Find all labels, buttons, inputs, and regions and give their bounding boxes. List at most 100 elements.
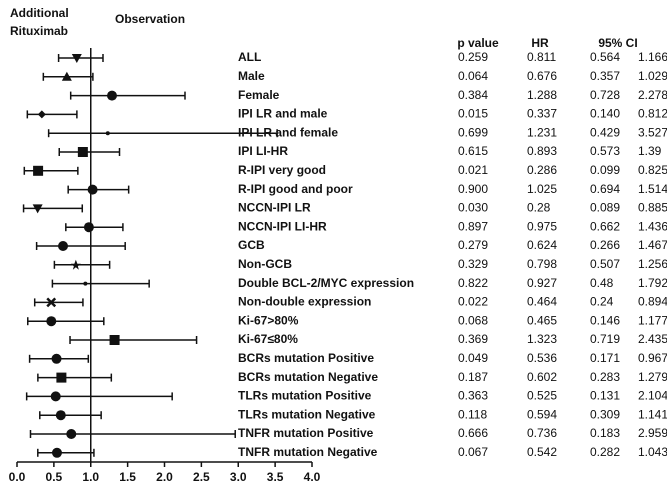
ci-lower: 0.131 bbox=[590, 389, 620, 403]
ci-lower: 0.140 bbox=[590, 107, 620, 121]
ci-lower: 0.171 bbox=[590, 351, 620, 365]
hr-point bbox=[105, 131, 110, 136]
hr-point bbox=[70, 259, 81, 270]
p-value: 0.187 bbox=[458, 370, 488, 384]
ci-lower: 0.728 bbox=[590, 88, 620, 102]
x-tick-label: 2.5 bbox=[193, 470, 210, 484]
p-value: 0.049 bbox=[458, 351, 488, 365]
row-label: BCRs mutation Negative bbox=[238, 370, 378, 384]
hr-value: 0.927 bbox=[527, 276, 557, 290]
hr-value: 0.337 bbox=[527, 107, 557, 121]
ci-upper: 2.959 bbox=[638, 426, 667, 440]
column-header: HR bbox=[531, 36, 549, 50]
hr-point bbox=[71, 54, 82, 63]
hr-point bbox=[37, 110, 46, 119]
ci-lower: 0.266 bbox=[590, 238, 620, 252]
hr-value: 0.28 bbox=[527, 201, 551, 215]
row-label: GCB bbox=[238, 238, 265, 252]
hr-point bbox=[33, 165, 44, 176]
ci-upper: 1.792 bbox=[638, 276, 667, 290]
hr-value: 0.798 bbox=[527, 257, 557, 271]
row-label: Female bbox=[238, 88, 280, 102]
ci-lower: 0.573 bbox=[590, 144, 620, 158]
ci-lower: 0.662 bbox=[590, 219, 620, 233]
ci-upper: 0.894 bbox=[638, 295, 667, 309]
hr-value: 0.525 bbox=[527, 389, 557, 403]
row-label: Ki-67≤80% bbox=[238, 332, 298, 346]
p-value: 0.068 bbox=[458, 313, 488, 327]
header-right: Observation bbox=[115, 12, 185, 26]
ci-upper: 1.166 bbox=[638, 50, 667, 64]
hr-value: 0.893 bbox=[527, 144, 557, 158]
p-value: 0.259 bbox=[458, 50, 488, 64]
p-value: 0.666 bbox=[458, 426, 488, 440]
ci-upper: 0.967 bbox=[638, 351, 667, 365]
hr-value: 0.602 bbox=[527, 370, 557, 384]
ci-lower: 0.183 bbox=[590, 426, 620, 440]
row-label: IPI LR and female bbox=[238, 125, 338, 139]
p-value: 0.615 bbox=[458, 144, 488, 158]
p-value: 0.118 bbox=[458, 407, 487, 421]
hr-value: 0.975 bbox=[527, 219, 557, 233]
ci-upper: 2.104 bbox=[638, 389, 667, 403]
hr-point bbox=[106, 90, 117, 101]
row-label: Ki-67>80% bbox=[238, 313, 299, 327]
ci-upper: 1.436 bbox=[638, 219, 667, 233]
p-value: 0.384 bbox=[458, 88, 488, 102]
p-value: 0.021 bbox=[458, 163, 488, 177]
ci-upper: 1.467 bbox=[638, 238, 667, 252]
row-label: IPI LR and male bbox=[238, 107, 328, 121]
row-label: Non-double expression bbox=[238, 295, 371, 309]
p-value: 0.064 bbox=[458, 69, 488, 83]
row-label: Male bbox=[238, 69, 265, 83]
hr-point bbox=[56, 372, 67, 383]
x-tick-label: 2.0 bbox=[156, 470, 173, 484]
ci-lower: 0.24 bbox=[590, 295, 614, 309]
row-label: TLRs mutation Negative bbox=[238, 407, 376, 421]
column-header: 95% CI bbox=[598, 36, 637, 50]
ci-upper: 1.514 bbox=[638, 182, 667, 196]
row-label: ALL bbox=[238, 50, 261, 64]
p-value: 0.015 bbox=[458, 107, 488, 121]
hr-value: 1.288 bbox=[527, 88, 557, 102]
ci-upper: 1.39 bbox=[638, 144, 662, 158]
ci-upper: 0.885 bbox=[638, 201, 667, 215]
row-label: Non-GCB bbox=[238, 257, 292, 271]
row-label: TNFR mutation Positive bbox=[238, 426, 374, 440]
hr-point bbox=[51, 447, 62, 458]
hr-point bbox=[50, 391, 61, 402]
row-label: IPI LI-HR bbox=[238, 144, 288, 158]
row-label: R-IPI very good bbox=[238, 163, 326, 177]
p-value: 0.699 bbox=[458, 125, 488, 139]
p-value: 0.279 bbox=[458, 238, 488, 252]
p-value: 0.822 bbox=[458, 276, 488, 290]
hr-point bbox=[83, 281, 88, 286]
ci-upper: 0.812 bbox=[638, 107, 667, 121]
ci-lower: 0.48 bbox=[590, 276, 614, 290]
ci-upper: 1.141 bbox=[638, 407, 667, 421]
hr-point bbox=[61, 71, 72, 81]
ci-lower: 0.099 bbox=[590, 163, 620, 177]
p-value: 0.329 bbox=[458, 257, 488, 271]
ci-upper: 2.435 bbox=[638, 332, 667, 346]
ci-upper: 1.029 bbox=[638, 69, 667, 83]
hr-value: 0.594 bbox=[527, 407, 557, 421]
hr-value: 0.286 bbox=[527, 163, 557, 177]
p-value: 0.369 bbox=[458, 332, 488, 346]
hr-value: 1.323 bbox=[527, 332, 557, 346]
hr-point bbox=[58, 241, 69, 251]
ci-lower: 0.429 bbox=[590, 125, 620, 139]
x-tick-label: 1.5 bbox=[119, 470, 136, 484]
hr-point bbox=[55, 410, 66, 421]
hr-value: 0.676 bbox=[527, 69, 557, 83]
hr-value: 0.542 bbox=[527, 445, 557, 459]
ci-lower: 0.507 bbox=[590, 257, 620, 271]
p-value: 0.030 bbox=[458, 201, 488, 215]
ci-lower: 0.146 bbox=[590, 313, 620, 327]
hr-point bbox=[83, 222, 94, 233]
p-value: 0.022 bbox=[458, 295, 488, 309]
p-value: 0.363 bbox=[458, 389, 488, 403]
hr-point bbox=[46, 297, 57, 308]
